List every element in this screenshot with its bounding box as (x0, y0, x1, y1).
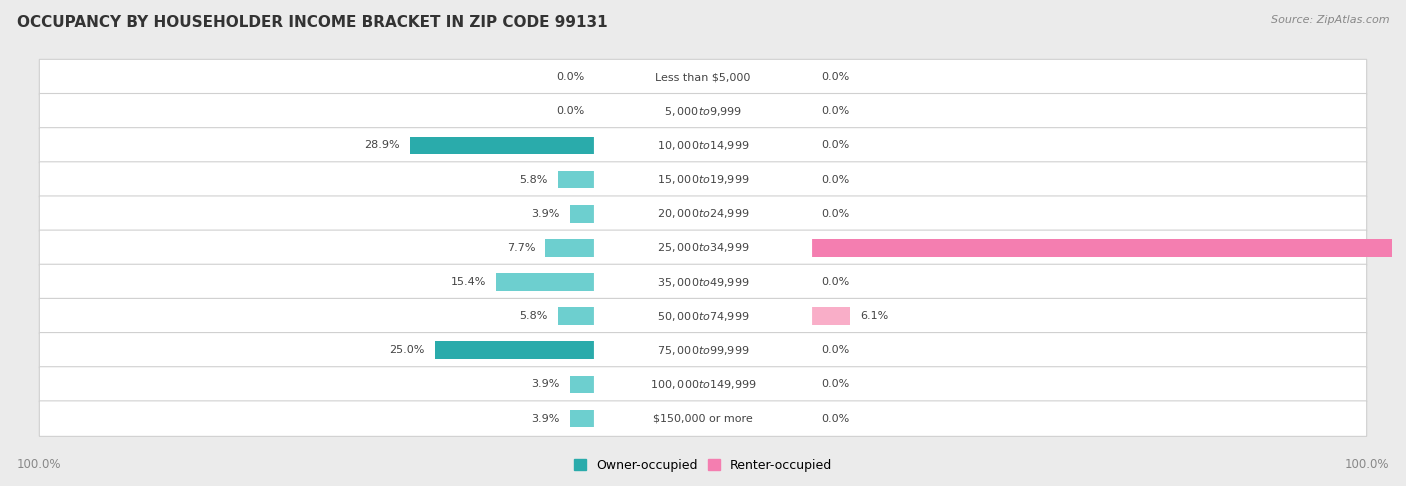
FancyBboxPatch shape (593, 306, 813, 327)
FancyBboxPatch shape (593, 340, 813, 361)
Text: 100.0%: 100.0% (17, 458, 62, 471)
FancyBboxPatch shape (593, 237, 813, 259)
Text: 0.0%: 0.0% (821, 208, 849, 219)
FancyBboxPatch shape (39, 367, 1367, 402)
Bar (411, 137, 595, 154)
Text: 3.9%: 3.9% (531, 208, 560, 219)
Text: 3.9%: 3.9% (531, 414, 560, 424)
FancyBboxPatch shape (39, 59, 1367, 95)
Text: 0.0%: 0.0% (821, 140, 849, 150)
Text: $20,000 to $24,999: $20,000 to $24,999 (657, 207, 749, 220)
Text: 0.0%: 0.0% (821, 106, 849, 116)
FancyBboxPatch shape (593, 374, 813, 395)
Text: $5,000 to $9,999: $5,000 to $9,999 (664, 105, 742, 118)
FancyBboxPatch shape (39, 196, 1367, 231)
Bar (811, 239, 1406, 257)
Text: OCCUPANCY BY HOUSEHOLDER INCOME BRACKET IN ZIP CODE 99131: OCCUPANCY BY HOUSEHOLDER INCOME BRACKET … (17, 15, 607, 30)
FancyBboxPatch shape (39, 230, 1367, 266)
FancyBboxPatch shape (39, 401, 1367, 436)
Bar (811, 307, 851, 325)
FancyBboxPatch shape (39, 128, 1367, 163)
Text: $100,000 to $149,999: $100,000 to $149,999 (650, 378, 756, 391)
FancyBboxPatch shape (593, 203, 813, 225)
FancyBboxPatch shape (39, 264, 1367, 300)
Bar (558, 171, 595, 189)
FancyBboxPatch shape (593, 169, 813, 190)
FancyBboxPatch shape (593, 67, 813, 87)
Text: $75,000 to $99,999: $75,000 to $99,999 (657, 344, 749, 357)
Text: 0.0%: 0.0% (557, 106, 585, 116)
Text: $50,000 to $74,999: $50,000 to $74,999 (657, 310, 749, 323)
Bar (496, 273, 595, 291)
Text: $150,000 or more: $150,000 or more (654, 414, 752, 424)
Bar (569, 410, 595, 428)
Text: 0.0%: 0.0% (821, 174, 849, 185)
FancyBboxPatch shape (593, 408, 813, 429)
Text: 100.0%: 100.0% (1344, 458, 1389, 471)
Bar (434, 342, 595, 359)
FancyBboxPatch shape (39, 332, 1367, 368)
Bar (546, 239, 595, 257)
Text: 6.1%: 6.1% (860, 311, 889, 321)
Text: 0.0%: 0.0% (821, 72, 849, 82)
FancyBboxPatch shape (593, 101, 813, 122)
FancyBboxPatch shape (39, 93, 1367, 129)
Legend: Owner-occupied, Renter-occupied: Owner-occupied, Renter-occupied (568, 453, 838, 477)
Bar (569, 376, 595, 393)
Text: 5.8%: 5.8% (519, 174, 547, 185)
Text: Source: ZipAtlas.com: Source: ZipAtlas.com (1271, 15, 1389, 25)
Bar (569, 205, 595, 223)
Text: $15,000 to $19,999: $15,000 to $19,999 (657, 173, 749, 186)
Bar (558, 307, 595, 325)
FancyBboxPatch shape (39, 162, 1367, 197)
Text: 0.0%: 0.0% (557, 72, 585, 82)
Text: 15.4%: 15.4% (451, 277, 486, 287)
Text: Less than $5,000: Less than $5,000 (655, 72, 751, 82)
FancyBboxPatch shape (593, 135, 813, 156)
Text: 3.9%: 3.9% (531, 380, 560, 389)
Text: 28.9%: 28.9% (364, 140, 399, 150)
Text: 0.0%: 0.0% (821, 414, 849, 424)
FancyBboxPatch shape (593, 271, 813, 293)
Text: 0.0%: 0.0% (821, 380, 849, 389)
Text: 7.7%: 7.7% (506, 243, 536, 253)
Text: 25.0%: 25.0% (389, 346, 425, 355)
Text: 0.0%: 0.0% (821, 277, 849, 287)
Text: $10,000 to $14,999: $10,000 to $14,999 (657, 139, 749, 152)
Text: $35,000 to $49,999: $35,000 to $49,999 (657, 276, 749, 289)
FancyBboxPatch shape (39, 298, 1367, 334)
Text: $25,000 to $34,999: $25,000 to $34,999 (657, 242, 749, 254)
Text: 5.8%: 5.8% (519, 311, 547, 321)
Text: 0.0%: 0.0% (821, 346, 849, 355)
